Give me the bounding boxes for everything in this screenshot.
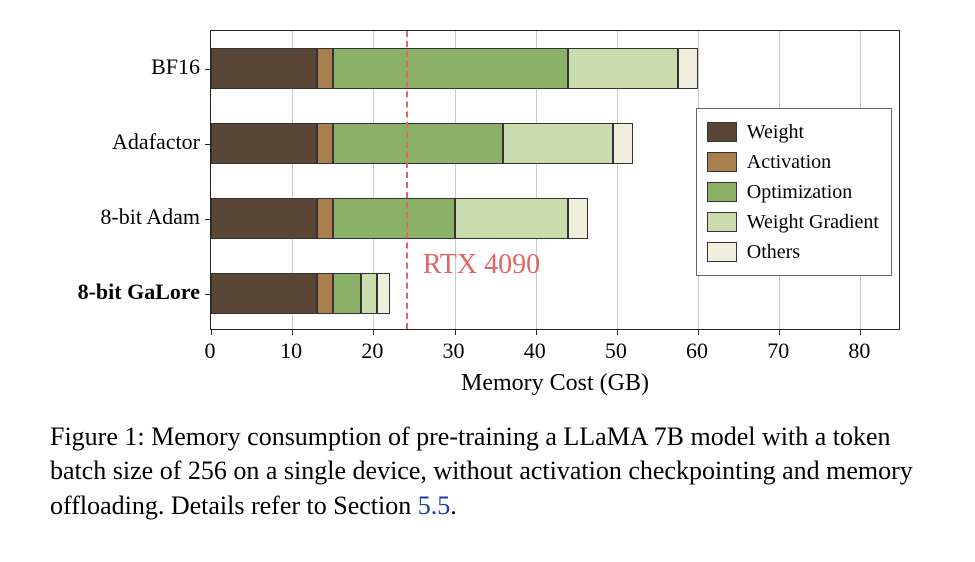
x-tick-label: 60	[677, 338, 717, 364]
legend: WeightActivationOptimizationWeight Gradi…	[696, 108, 892, 276]
bar-segment-weight_gradient	[455, 198, 569, 239]
bar-segment-optimization	[333, 48, 568, 89]
bar-row	[211, 48, 698, 89]
legend-swatch	[707, 242, 737, 262]
bar-segment-activation	[317, 48, 333, 89]
x-tick-label: 0	[190, 338, 230, 364]
x-tick-label: 10	[271, 338, 311, 364]
bar-segment-others	[613, 123, 633, 164]
legend-item: Weight	[707, 117, 879, 147]
bar-segment-others	[678, 48, 698, 89]
y-category-label: 8-bit GaLore	[20, 279, 200, 305]
x-tick-label: 30	[434, 338, 474, 364]
bar-segment-weight	[211, 48, 317, 89]
figure-container: Memory Cost (GB) Figure 1: Memory consum…	[0, 0, 975, 562]
x-tick	[536, 329, 537, 335]
bar-segment-optimization	[333, 198, 455, 239]
x-tick-label: 80	[839, 338, 879, 364]
x-tick	[617, 329, 618, 335]
bar-segment-optimization	[333, 273, 361, 314]
legend-swatch	[707, 212, 737, 232]
section-link[interactable]: 5.5	[418, 491, 451, 520]
legend-label: Weight	[747, 117, 804, 147]
caption-text-tail: .	[450, 491, 457, 520]
x-tick-label: 20	[352, 338, 392, 364]
bar-segment-weight	[211, 273, 317, 314]
x-tick	[860, 329, 861, 335]
x-tick	[698, 329, 699, 335]
caption-text: Memory consumption of pre-training a LLa…	[50, 422, 913, 520]
x-tick	[292, 329, 293, 335]
x-tick	[373, 329, 374, 335]
y-category-label: BF16	[20, 54, 200, 80]
x-tick	[211, 329, 212, 335]
bar-segment-activation	[317, 123, 333, 164]
reference-line-label: RTX 4090	[423, 249, 540, 281]
reference-line	[406, 31, 408, 329]
legend-label: Others	[747, 237, 800, 267]
legend-label: Optimization	[747, 177, 853, 207]
figure-caption: Figure 1: Memory consumption of pre-trai…	[50, 420, 925, 523]
y-category-label: 8-bit Adam	[20, 204, 200, 230]
legend-item: Others	[707, 237, 879, 267]
legend-item: Weight Gradient	[707, 207, 879, 237]
legend-swatch	[707, 182, 737, 202]
bar-segment-weight	[211, 198, 317, 239]
bar-segment-weight	[211, 123, 317, 164]
bar-row	[211, 273, 390, 314]
bar-segment-weight_gradient	[503, 123, 613, 164]
x-tick	[455, 329, 456, 335]
x-tick-label: 50	[596, 338, 636, 364]
bar-row	[211, 198, 588, 239]
legend-item: Activation	[707, 147, 879, 177]
legend-item: Optimization	[707, 177, 879, 207]
bar-segment-others	[377, 273, 389, 314]
bar-segment-activation	[317, 198, 333, 239]
x-tick-label: 70	[758, 338, 798, 364]
y-category-label: Adafactor	[20, 129, 200, 155]
bar-segment-others	[568, 198, 588, 239]
x-tick-label: 40	[515, 338, 555, 364]
bar-segment-weight_gradient	[361, 273, 377, 314]
legend-swatch	[707, 122, 737, 142]
x-tick	[779, 329, 780, 335]
figure-label: Figure 1:	[50, 422, 145, 451]
legend-label: Weight Gradient	[747, 207, 879, 237]
bar-segment-activation	[317, 273, 333, 314]
legend-label: Activation	[747, 147, 831, 177]
legend-swatch	[707, 152, 737, 172]
x-axis-title: Memory Cost (GB)	[210, 370, 900, 397]
bar-segment-optimization	[333, 123, 503, 164]
bar-segment-weight_gradient	[568, 48, 678, 89]
bar-row	[211, 123, 633, 164]
